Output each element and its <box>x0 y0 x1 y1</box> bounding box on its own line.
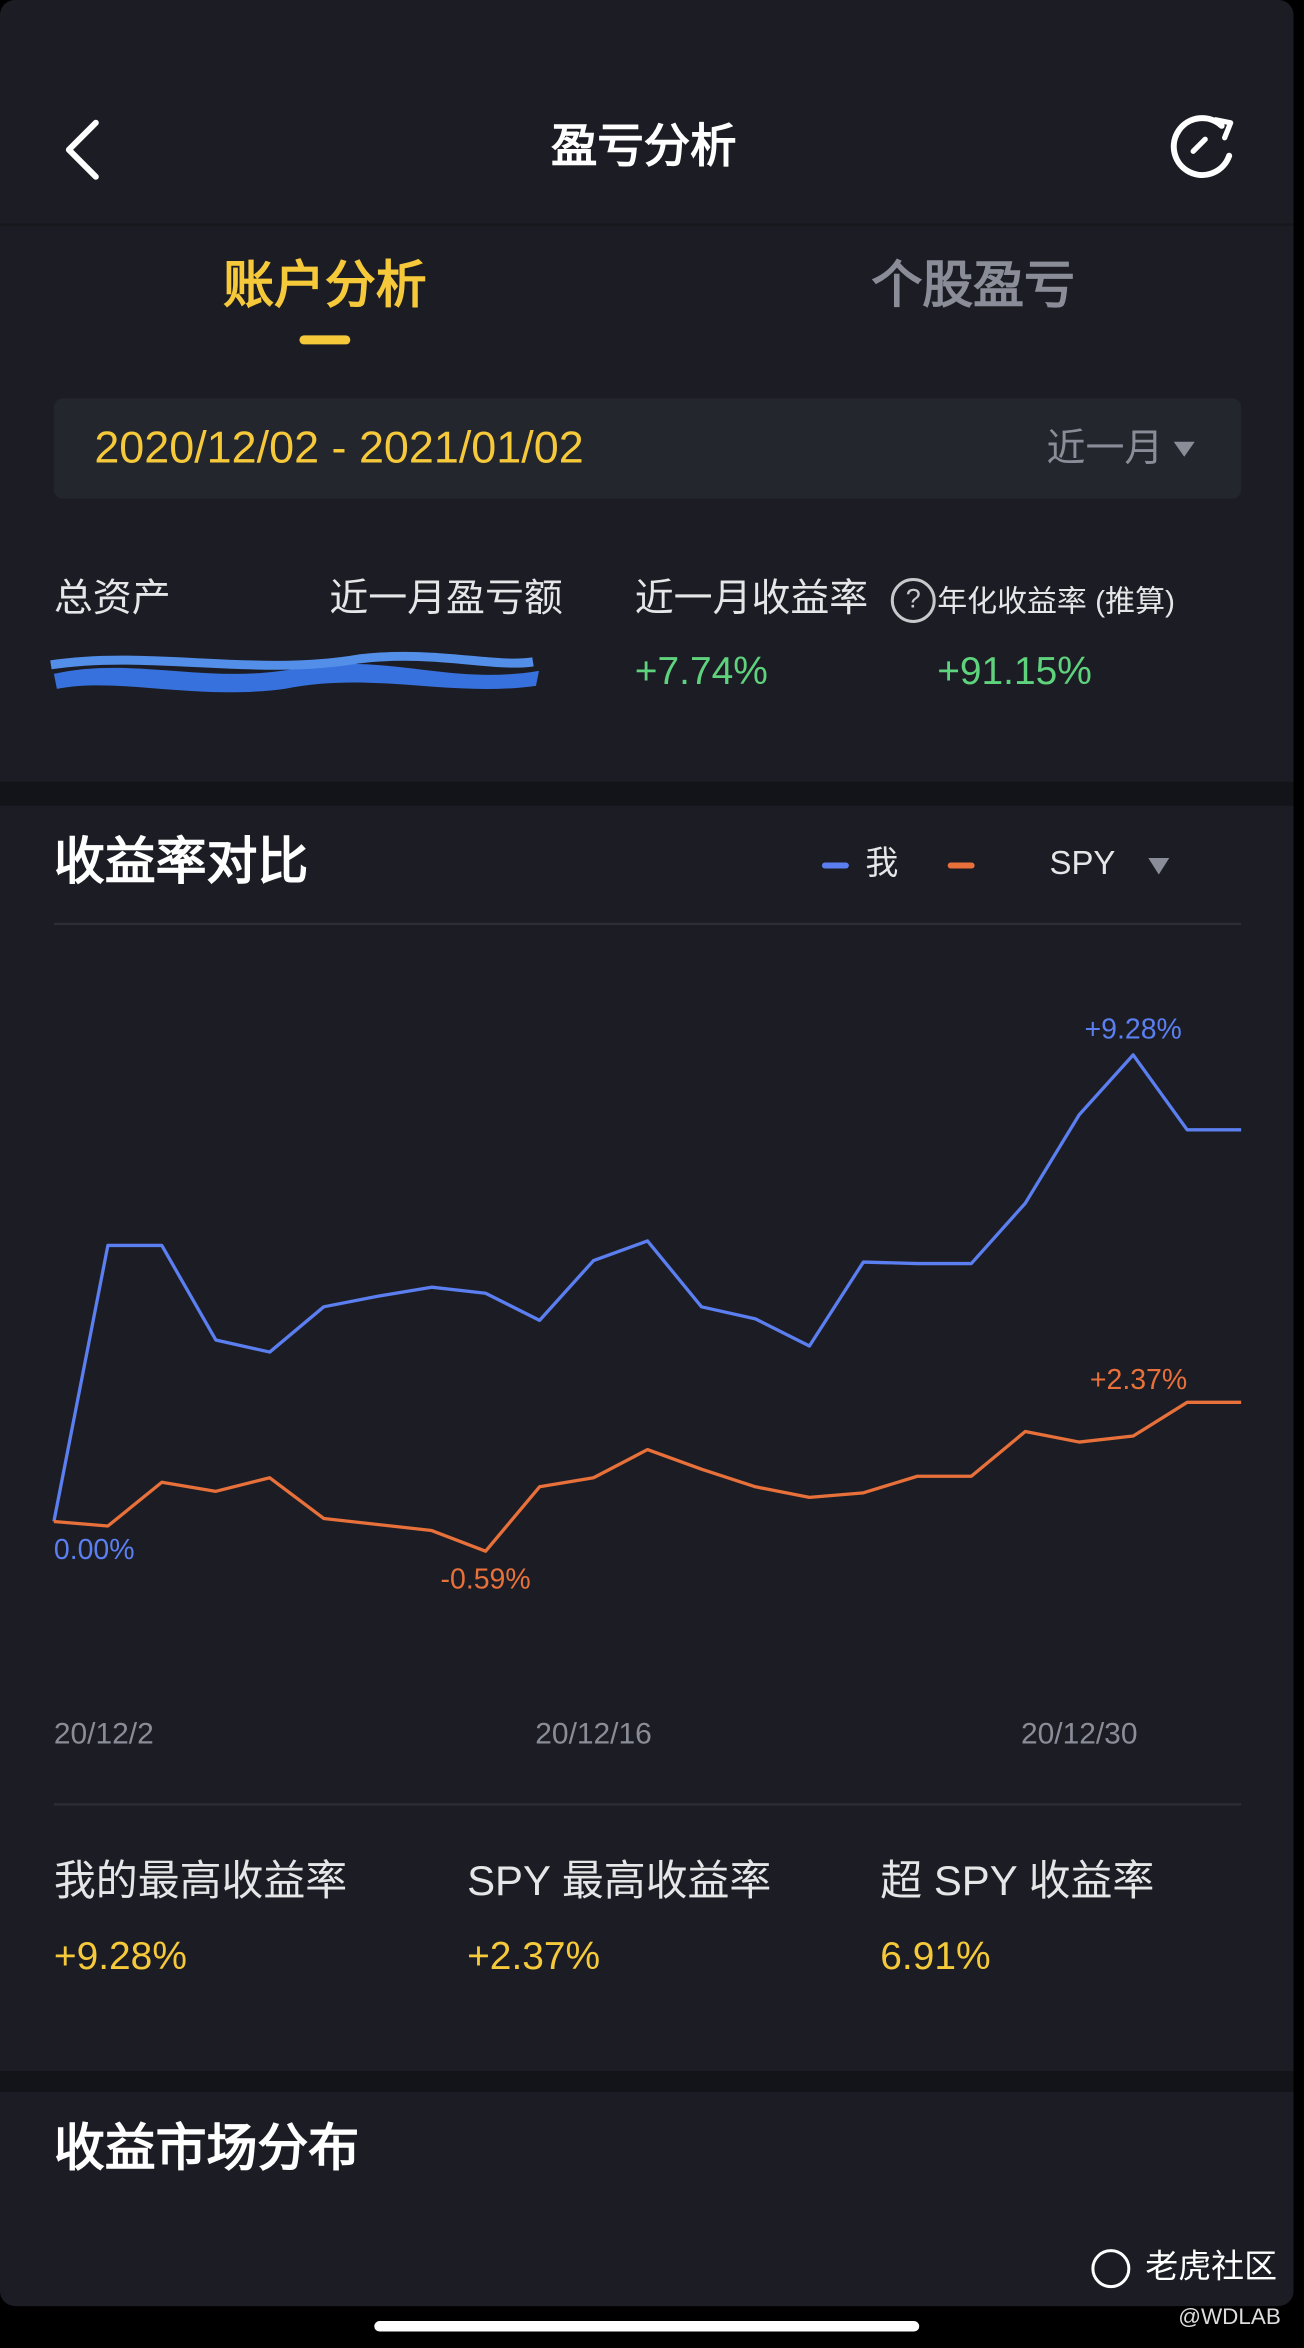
x-tick-label: 20/12/30 <box>1021 1717 1138 1750</box>
stat-label: 我的最高收益率 <box>54 1857 347 1904</box>
data-label: -0.59% <box>441 1564 531 1596</box>
refresh-button[interactable] <box>1170 115 1234 178</box>
legend[interactable]: 我 SPY <box>821 844 1170 881</box>
data-label: 0.00% <box>54 1534 135 1566</box>
summary-label: 近一月收益率 <box>635 577 868 620</box>
home-indicator <box>374 2321 920 2332</box>
summary-label: 总资产 <box>54 577 171 620</box>
dropdown-icon <box>1148 858 1170 875</box>
stat-value: +9.28% <box>54 1935 187 1978</box>
plot: 20/12/2 20/12/16 20/12/30 0.00% +9.28% -0.59%… <box>52 1013 1242 1750</box>
series-line <box>53 1400 1242 1553</box>
page-title: 盈亏分析 <box>551 120 737 172</box>
section-title: 收益市场分布 <box>54 2119 359 2176</box>
redacted-amount <box>50 651 539 693</box>
help-circle[interactable] <box>890 578 936 623</box>
scribble <box>50 651 534 670</box>
section-divider <box>0 2070 1294 2092</box>
watermark-brand: 老虎社区 <box>1145 2247 1277 2284</box>
section-divider <box>0 781 1294 806</box>
tab-indicator <box>299 335 351 345</box>
date-range: 2020/12/02 - 2021/01/02 <box>94 422 583 473</box>
summary-value: +91.15% <box>937 650 1092 693</box>
stat-label: 超 SPY 收益率 <box>880 1857 1154 1904</box>
back-icon <box>65 119 99 180</box>
brand-logo <box>1091 2249 1131 2289</box>
stat-value: +2.37% <box>467 1935 600 1978</box>
back-button[interactable] <box>65 119 99 180</box>
summary-label: 近一月盈亏额 <box>329 577 562 620</box>
summary-label: 年化收益率 (推算) <box>937 585 1175 618</box>
series-line <box>52 1053 1242 1522</box>
date-range-box[interactable]: 2020/12/02 - 2021/01/02 近一月 <box>53 398 1242 499</box>
tab-active[interactable]: 账户分析 <box>223 256 427 313</box>
x-tick-label: 20/12/16 <box>535 1717 652 1750</box>
x-tick-label: 20/12/2 <box>54 1717 154 1750</box>
refresh-hand <box>1190 136 1208 154</box>
stat-value: 6.91% <box>880 1935 990 1978</box>
summary-value: +7.74% <box>635 650 768 693</box>
app-frame <box>0 0 1294 2307</box>
watermark-author: @WDLAB <box>1178 2304 1281 2329</box>
refresh-icon <box>1170 115 1233 178</box>
help-icon: ? <box>906 584 921 614</box>
data-label: +9.28% <box>1085 1013 1182 1045</box>
legend-label: SPY <box>1049 844 1115 881</box>
dropdown-icon <box>1173 441 1195 457</box>
section-title: 收益率对比 <box>54 833 308 890</box>
stat-label: SPY 最高收益率 <box>467 1857 771 1904</box>
tab[interactable]: 个股盈亏 <box>871 256 1075 313</box>
period-selector[interactable]: 近一月 <box>1047 427 1164 470</box>
data-label: +2.37% <box>1090 1364 1187 1396</box>
date-box-bg <box>53 398 1242 499</box>
legend-label: 我 <box>865 844 898 881</box>
refresh-arrow <box>1213 117 1234 141</box>
scribble <box>53 663 539 693</box>
